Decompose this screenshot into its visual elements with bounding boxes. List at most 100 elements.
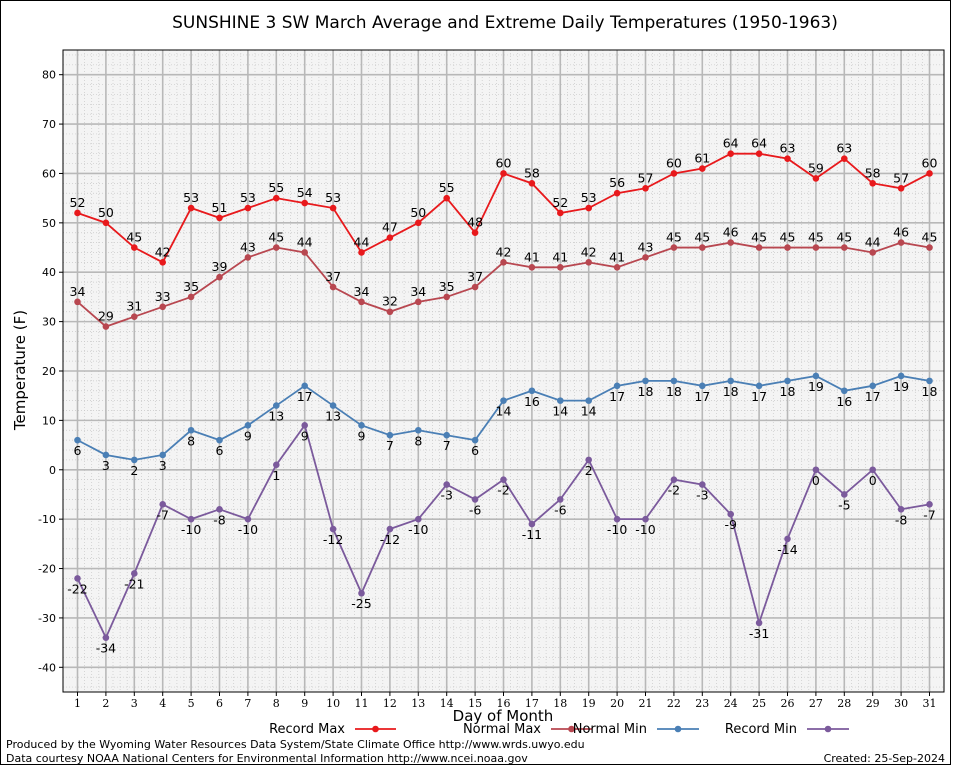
data-point	[897, 239, 905, 246]
data-label: 41	[524, 249, 540, 264]
data-label: 17	[297, 389, 313, 404]
data-point	[841, 244, 848, 251]
plot-border	[62, 49, 945, 693]
data-label: -34	[96, 641, 116, 656]
data-point	[557, 496, 564, 503]
data-point	[500, 259, 507, 266]
data-label: 0	[812, 473, 820, 488]
data-point	[131, 244, 138, 251]
data-point	[841, 491, 848, 498]
data-point	[187, 293, 195, 301]
data-label: 57	[638, 170, 654, 185]
data-label: -9	[724, 517, 737, 532]
x-tick-label: 29	[866, 697, 880, 710]
data-label: 63	[780, 141, 796, 156]
data-point	[159, 259, 166, 266]
data-label: 16	[836, 394, 852, 409]
data-point	[528, 180, 536, 187]
data-label: 63	[836, 141, 852, 156]
data-label: 0	[869, 473, 877, 488]
x-tick-label: 31	[923, 697, 937, 710]
y-tick-label: 50	[42, 217, 56, 230]
data-label: 47	[382, 220, 398, 235]
data-label: 42	[496, 244, 512, 259]
data-point	[74, 209, 81, 217]
data-label: 2	[585, 463, 593, 478]
data-label: -12	[323, 532, 343, 547]
data-label: -8	[213, 512, 226, 527]
data-point	[812, 175, 820, 182]
data-point	[528, 387, 536, 395]
data-label: 1	[272, 468, 280, 483]
data-point	[557, 209, 564, 217]
data-label: -25	[351, 596, 371, 611]
y-tick-label: 30	[42, 316, 56, 329]
data-point	[869, 382, 876, 390]
footer-credit: Produced by the Wyoming Water Resources …	[6, 738, 585, 751]
data-point	[670, 377, 678, 385]
data-point	[471, 283, 479, 291]
data-point	[244, 422, 252, 429]
data-point	[415, 426, 422, 434]
data-label: 34	[410, 284, 426, 299]
x-tick-label: 23	[695, 697, 709, 710]
data-label: 13	[325, 409, 341, 424]
data-point	[613, 515, 621, 523]
y-tick-label: 60	[42, 167, 56, 180]
data-label: 58	[865, 165, 881, 180]
data-label: 32	[382, 294, 398, 309]
data-label: 53	[325, 190, 341, 205]
data-point	[812, 466, 820, 474]
data-label: -8	[895, 512, 908, 527]
data-label: 34	[354, 284, 370, 299]
data-label: 53	[581, 190, 597, 205]
legend-label: Record Min	[725, 722, 797, 737]
data-label: 8	[414, 433, 422, 448]
data-point	[784, 535, 791, 543]
y-tick-label: 10	[42, 414, 56, 427]
data-label: 41	[609, 249, 625, 264]
x-tick-label: 25	[752, 697, 766, 710]
data-point	[897, 372, 905, 380]
data-point	[784, 377, 791, 385]
data-label: -21	[124, 576, 144, 591]
x-tick-label: 10	[326, 697, 340, 710]
data-label: 18	[638, 384, 654, 399]
data-point	[329, 525, 337, 533]
data-point	[358, 422, 365, 429]
data-label: -3	[440, 488, 452, 503]
data-point	[755, 244, 763, 251]
data-point	[358, 249, 365, 256]
data-label: 64	[751, 136, 767, 151]
data-point	[301, 382, 309, 390]
data-point	[500, 476, 507, 483]
x-tick-label: 1	[74, 697, 81, 710]
data-label: 44	[865, 234, 881, 249]
x-tick-label: 24	[724, 697, 738, 710]
data-label: 45	[694, 230, 710, 245]
data-label: 45	[666, 230, 682, 245]
x-tick-label: 30	[894, 697, 908, 710]
data-label: 45	[751, 230, 767, 245]
data-point	[216, 505, 223, 513]
data-point	[187, 204, 195, 212]
data-point	[784, 155, 791, 162]
data-point	[670, 170, 678, 177]
data-point	[727, 150, 734, 158]
data-point	[301, 422, 309, 429]
data-point	[273, 402, 280, 409]
data-point	[102, 323, 110, 330]
data-label: 58	[524, 165, 540, 180]
data-label: 45	[922, 230, 938, 245]
data-point	[74, 436, 81, 444]
data-label: 7	[443, 438, 451, 453]
data-label: 57	[893, 170, 909, 185]
data-label: 64	[723, 136, 739, 151]
data-point	[841, 155, 848, 162]
y-tick-label: 40	[42, 266, 56, 279]
data-point	[727, 377, 734, 385]
x-tick-label: 2	[102, 697, 109, 710]
data-label: 51	[212, 200, 228, 215]
